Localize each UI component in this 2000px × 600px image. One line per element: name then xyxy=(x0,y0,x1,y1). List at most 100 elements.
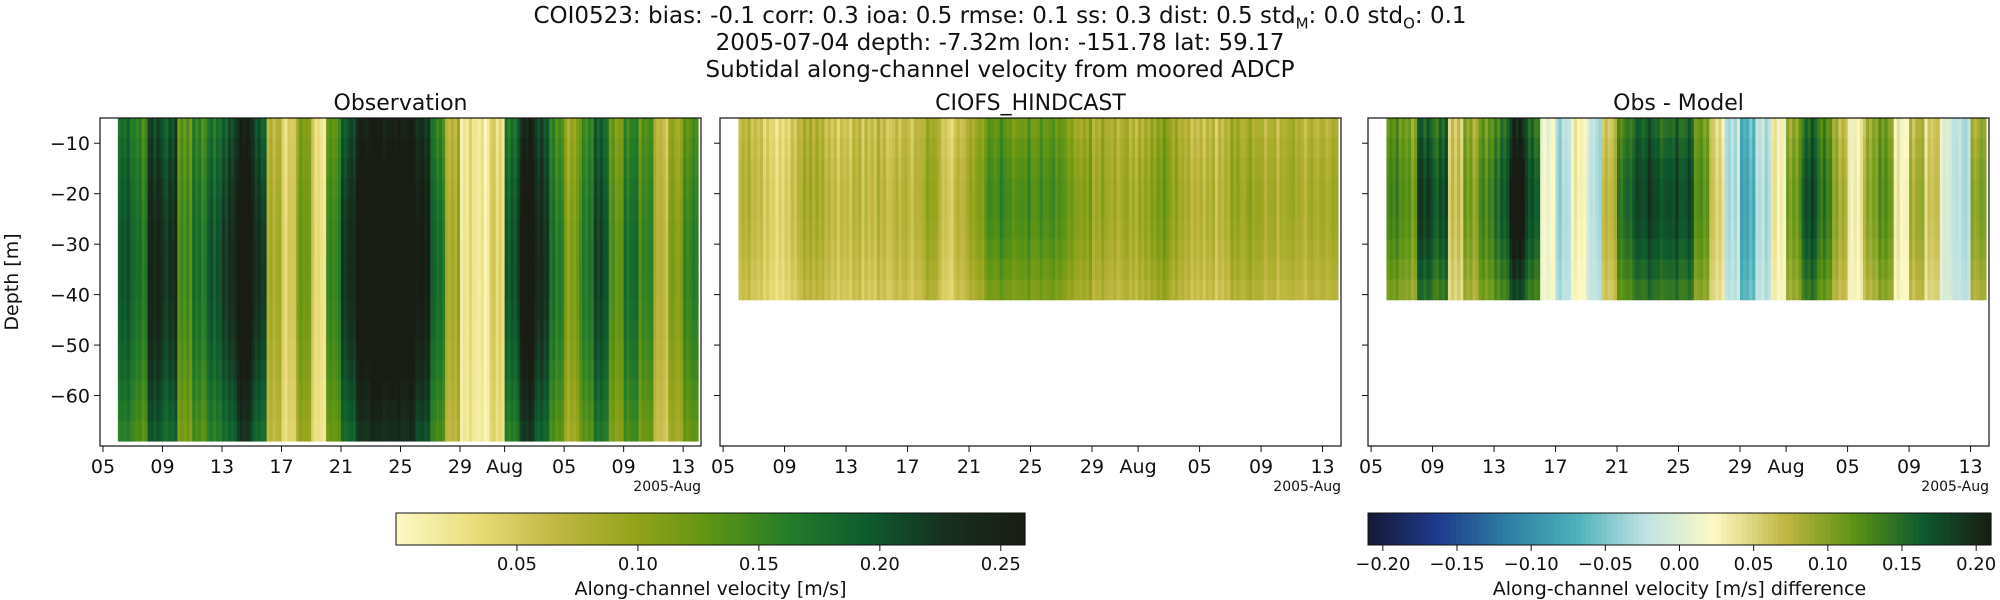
heatmap-cell xyxy=(741,279,746,301)
heatmap-cell xyxy=(186,360,190,381)
heatmap-cell xyxy=(388,299,393,321)
heatmap-cell xyxy=(460,279,464,301)
heatmap-cell xyxy=(528,218,533,240)
heatmap-cell xyxy=(812,279,816,301)
heatmap-cell xyxy=(486,279,491,301)
heatmap-cell xyxy=(1162,259,1167,281)
heatmap-cell xyxy=(1214,239,1219,260)
heatmap-cell xyxy=(442,279,446,301)
heatmap-cell xyxy=(1171,178,1176,200)
heatmap-cell xyxy=(999,259,1004,281)
heatmap-cell xyxy=(201,259,205,281)
heatmap-cell xyxy=(990,279,995,301)
heatmap-cell xyxy=(950,239,955,260)
heatmap-cell xyxy=(254,340,259,361)
heatmap-cell xyxy=(555,340,559,361)
heatmap-cell xyxy=(1165,178,1170,200)
heatmap-cell xyxy=(126,158,131,180)
heatmap-cell xyxy=(1236,118,1241,139)
heatmap-cell xyxy=(468,340,473,361)
heatmap-cell xyxy=(251,178,256,200)
heatmap-cell xyxy=(892,158,896,180)
heatmap-cell xyxy=(590,239,595,260)
heatmap-cell xyxy=(950,118,955,139)
heatmap-cell xyxy=(555,420,559,442)
heatmap-cell xyxy=(984,198,989,220)
heatmap-cell xyxy=(564,340,568,361)
heatmap-cell xyxy=(1288,218,1293,240)
heatmap-cell xyxy=(486,259,491,281)
heatmap-cell xyxy=(537,118,541,139)
heatmap-cell xyxy=(972,279,976,301)
heatmap-cell xyxy=(120,400,125,422)
heatmap-cell xyxy=(1245,198,1250,220)
heatmap-cell xyxy=(1122,218,1127,240)
heatmap-cell xyxy=(495,420,500,442)
heatmap-cell xyxy=(1178,138,1182,159)
heatmap-cell xyxy=(882,118,887,139)
heatmap-cell xyxy=(385,299,390,321)
heatmap-cell xyxy=(314,178,318,200)
heatmap-cell xyxy=(144,400,149,422)
heatmap-cell xyxy=(513,259,518,281)
heatmap-cell xyxy=(590,138,595,159)
heatmap-cell xyxy=(1273,158,1278,180)
heatmap-cell xyxy=(953,118,958,139)
heatmap-cell xyxy=(593,360,598,381)
heatmap-cell xyxy=(614,259,619,281)
heatmap-cell xyxy=(996,158,1001,180)
heatmap-cell xyxy=(626,340,631,361)
heatmap-cell xyxy=(1276,279,1281,301)
heatmap-cell xyxy=(302,299,306,321)
heatmap-cell xyxy=(581,218,586,240)
heatmap-cell xyxy=(793,158,798,180)
heatmap-cell xyxy=(391,198,396,220)
heatmap-cell xyxy=(576,239,580,260)
heatmap-cell xyxy=(1389,138,1394,159)
heatmap-cell xyxy=(778,138,783,159)
heatmap-cell xyxy=(1030,158,1035,180)
heatmap-cell xyxy=(284,118,289,139)
heatmap-cell xyxy=(629,259,634,281)
heatmap-cell xyxy=(349,340,354,361)
heatmap-cell xyxy=(665,360,669,381)
heatmap-cell xyxy=(349,138,354,159)
heatmap-cell xyxy=(1297,259,1302,281)
heatmap-cell xyxy=(1101,259,1105,281)
heatmap-cell xyxy=(448,299,452,321)
heatmap-cell xyxy=(272,299,277,321)
heatmap-cell xyxy=(296,360,300,381)
heatmap-cell xyxy=(620,279,625,301)
heatmap-cell xyxy=(144,158,149,180)
heatmap-cell xyxy=(430,400,434,422)
heatmap-cell xyxy=(281,420,286,442)
heatmap-cell xyxy=(216,138,220,159)
heatmap-cell xyxy=(263,340,268,361)
heatmap-cell xyxy=(516,360,521,381)
heatmap-cell xyxy=(1098,198,1102,220)
heatmap-cell xyxy=(418,420,422,442)
heatmap-cell xyxy=(1184,138,1188,159)
heatmap-cell xyxy=(221,319,226,341)
heatmap-cell xyxy=(602,360,607,381)
heatmap-cell xyxy=(474,239,479,260)
heatmap-cell xyxy=(198,360,202,381)
heatmap-cell xyxy=(213,340,217,361)
heatmap-cell xyxy=(326,380,330,402)
heatmap-cell xyxy=(815,218,819,240)
heatmap-cell xyxy=(611,198,616,220)
heatmap-cell xyxy=(1181,239,1185,260)
heatmap-cell xyxy=(281,400,286,422)
heatmap-cell xyxy=(236,239,241,260)
heatmap-cell xyxy=(486,420,491,442)
heatmap-cell xyxy=(382,380,387,402)
x-tick-label: 09 xyxy=(1249,456,1273,478)
heatmap-cell xyxy=(593,380,598,402)
heatmap-cell xyxy=(126,259,131,281)
heatmap-cell xyxy=(367,279,372,301)
heatmap-cell xyxy=(781,118,786,139)
heatmap-cell xyxy=(442,259,446,281)
heatmap-cell xyxy=(198,400,202,422)
heatmap-cell xyxy=(349,198,354,220)
heatmap-cell xyxy=(781,239,786,260)
